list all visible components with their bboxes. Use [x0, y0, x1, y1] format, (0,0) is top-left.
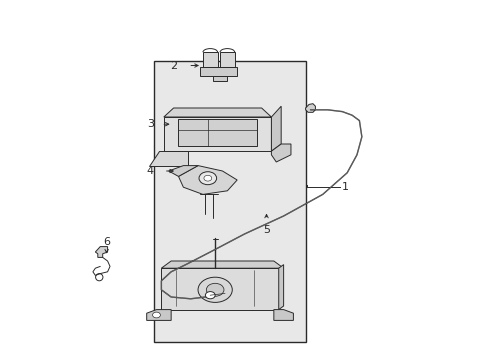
Text: 3: 3	[147, 119, 154, 129]
Circle shape	[198, 277, 232, 302]
Polygon shape	[168, 166, 198, 176]
Text: 5: 5	[263, 225, 269, 235]
Polygon shape	[305, 104, 315, 112]
Text: 6: 6	[103, 237, 110, 247]
Polygon shape	[212, 76, 227, 81]
Text: 4: 4	[146, 166, 154, 176]
Polygon shape	[271, 106, 281, 151]
Polygon shape	[278, 265, 283, 310]
Polygon shape	[161, 268, 278, 310]
Circle shape	[199, 172, 216, 185]
Text: 2: 2	[169, 60, 177, 71]
Polygon shape	[200, 67, 237, 76]
Circle shape	[205, 292, 215, 299]
Circle shape	[152, 312, 160, 318]
Polygon shape	[149, 151, 188, 166]
Polygon shape	[178, 119, 256, 146]
Circle shape	[203, 175, 211, 181]
Polygon shape	[163, 108, 271, 117]
Polygon shape	[163, 117, 271, 151]
Text: 1: 1	[342, 182, 348, 192]
Polygon shape	[220, 52, 234, 67]
Polygon shape	[203, 52, 217, 67]
Polygon shape	[146, 310, 171, 320]
Circle shape	[206, 283, 224, 296]
Polygon shape	[178, 166, 237, 194]
Polygon shape	[273, 310, 293, 320]
Bar	[154, 61, 305, 342]
Polygon shape	[271, 144, 290, 162]
Polygon shape	[161, 261, 283, 268]
Polygon shape	[95, 247, 107, 257]
